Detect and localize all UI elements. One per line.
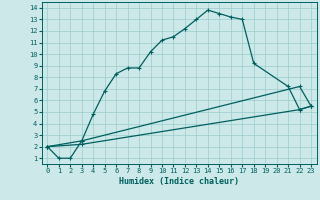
X-axis label: Humidex (Indice chaleur): Humidex (Indice chaleur) — [119, 177, 239, 186]
